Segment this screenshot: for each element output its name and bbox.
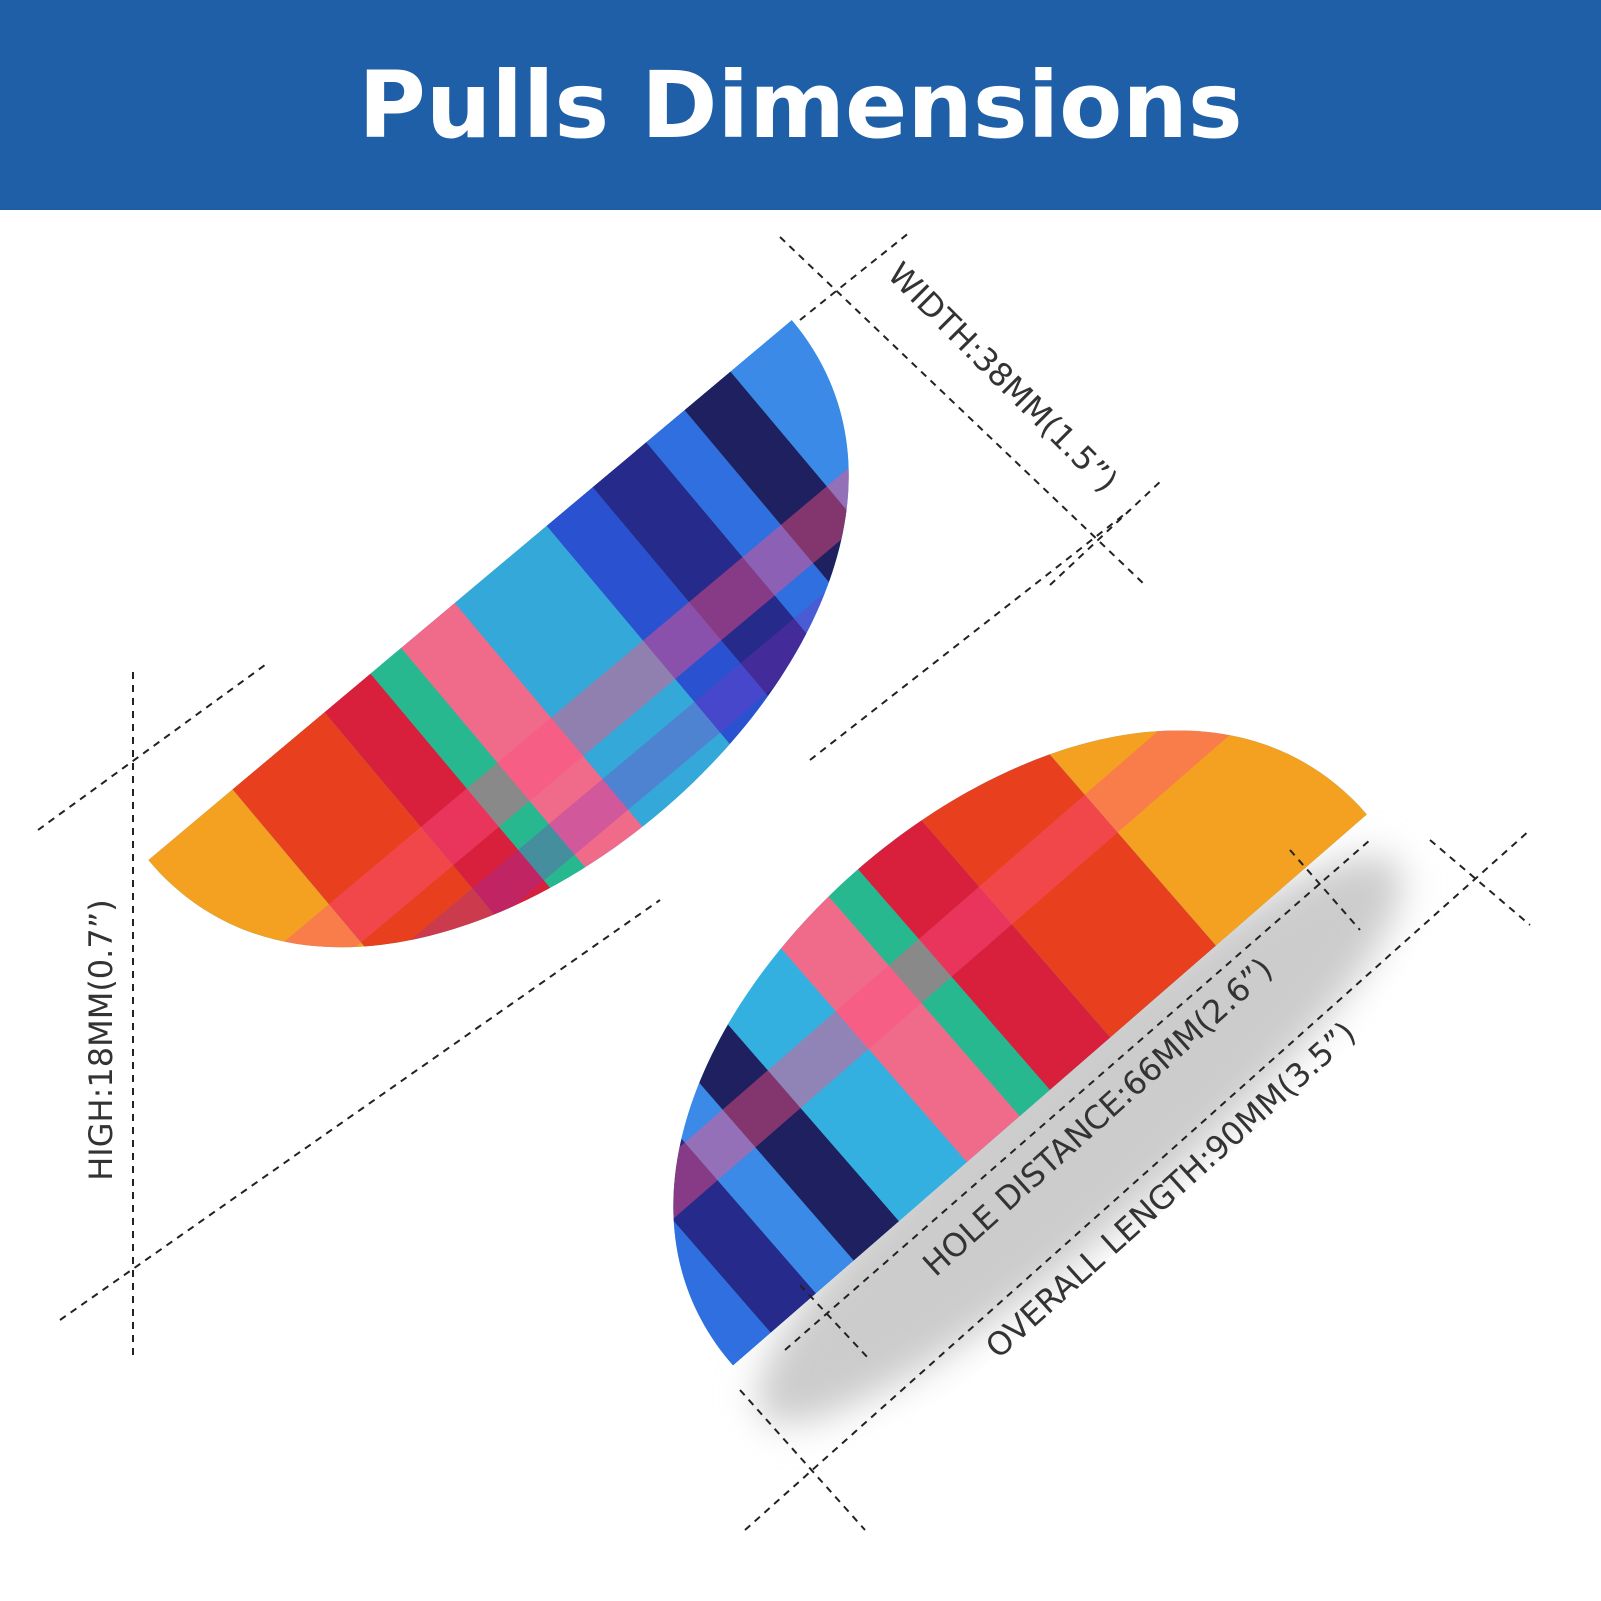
dimension-lines: [37, 231, 1531, 1531]
width-label: WIDTH:38MM(1.5”): [880, 255, 1125, 500]
shadow: [757, 856, 1403, 1424]
title: Pulls Dimensions: [358, 51, 1243, 159]
height-label: HIGH:18MM(0.7”): [82, 899, 120, 1181]
header-banner: Pulls Dimensions: [0, 0, 1601, 210]
